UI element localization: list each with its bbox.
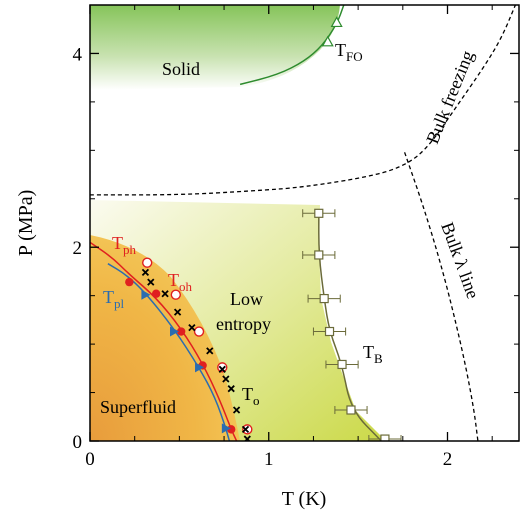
- y-tick-label-2: 2: [73, 238, 83, 259]
- y-tick-label-0: 0: [73, 432, 83, 453]
- point-t-b-0: [314, 208, 324, 218]
- solid-region: [90, 5, 340, 90]
- curve-t-b-line: [318, 210, 382, 441]
- curve-t-ph-fit: [90, 241, 238, 441]
- point-t-o-3: [173, 308, 182, 316]
- curve-bulk-freezing: [90, 5, 516, 196]
- point-t-b-6: [380, 434, 390, 441]
- point-t-ph-0: [125, 277, 134, 287]
- point-t-b-2: [319, 293, 329, 304]
- x-tick-label-2: 2: [443, 449, 453, 470]
- x-tick-label-1: 1: [264, 449, 274, 470]
- point-t-pl-3: [221, 423, 231, 434]
- point-t-oh-1: [170, 289, 182, 300]
- point-t-fo-0: [321, 35, 334, 47]
- bulk-lambda-label: Bulk λ line: [437, 220, 483, 302]
- point-t-o-4: [188, 324, 196, 332]
- point-t-o-11: [243, 435, 251, 441]
- point-t-b-5: [346, 405, 356, 415]
- point-t-o-1: [147, 278, 155, 286]
- low-entropy-label-1: Low: [230, 289, 263, 309]
- point-t-fo-1: [330, 16, 343, 28]
- point-t-o-2: [161, 290, 169, 298]
- axes-layer: 0 1 2 0 2 4: [73, 5, 519, 470]
- point-t-oh-4: [242, 424, 253, 435]
- low-entropy-label-2: entropy: [216, 314, 271, 334]
- point-t-ph-2: [176, 327, 186, 336]
- point-t-o-8: [227, 385, 235, 393]
- bulk-freezing-label: Bulk freezing: [422, 48, 477, 147]
- y-axis-title: P (MPa): [15, 190, 37, 256]
- point-t-o-5: [206, 347, 214, 355]
- point-t-o-10: [241, 425, 250, 434]
- x-axis-title: T (K): [282, 488, 327, 510]
- point-t-o-7: [222, 375, 230, 383]
- point-t-o-6: [218, 365, 226, 373]
- solid-label: Solid: [162, 59, 200, 79]
- superfluid-label: Superfluid: [100, 397, 176, 417]
- label-tb: TB: [363, 342, 383, 366]
- point-t-pl-1: [170, 326, 180, 337]
- plot-frame: [89, 4, 520, 442]
- point-t-b-1: [314, 250, 324, 260]
- points-layer: [125, 16, 402, 441]
- point-t-pl-2: [195, 362, 205, 373]
- point-t-oh-3: [217, 362, 228, 373]
- label-tpl: Tpl: [103, 287, 125, 311]
- x-tick-label-0: 0: [85, 449, 95, 470]
- point-t-ph-4: [227, 425, 236, 434]
- label-to: To: [242, 384, 260, 408]
- point-t-pl-0: [141, 289, 151, 300]
- label-toh: Toh: [168, 270, 193, 294]
- curve-t-fo-line: [239, 5, 345, 86]
- point-t-ph-1: [151, 289, 161, 298]
- point-t-b-4: [337, 359, 347, 370]
- label-tph: Tph: [112, 233, 137, 257]
- point-t-oh-2: [193, 326, 205, 337]
- point-t-b-3: [324, 326, 335, 337]
- y-tick-label-4: 4: [73, 44, 83, 65]
- point-t-o-9: [232, 406, 241, 414]
- point-t-oh-0: [141, 257, 153, 268]
- superfluid-region: [90, 235, 240, 441]
- point-t-o-0: [141, 268, 150, 277]
- curve-bulk-lambda: [403, 152, 479, 441]
- label-tfo: TFO: [335, 40, 363, 64]
